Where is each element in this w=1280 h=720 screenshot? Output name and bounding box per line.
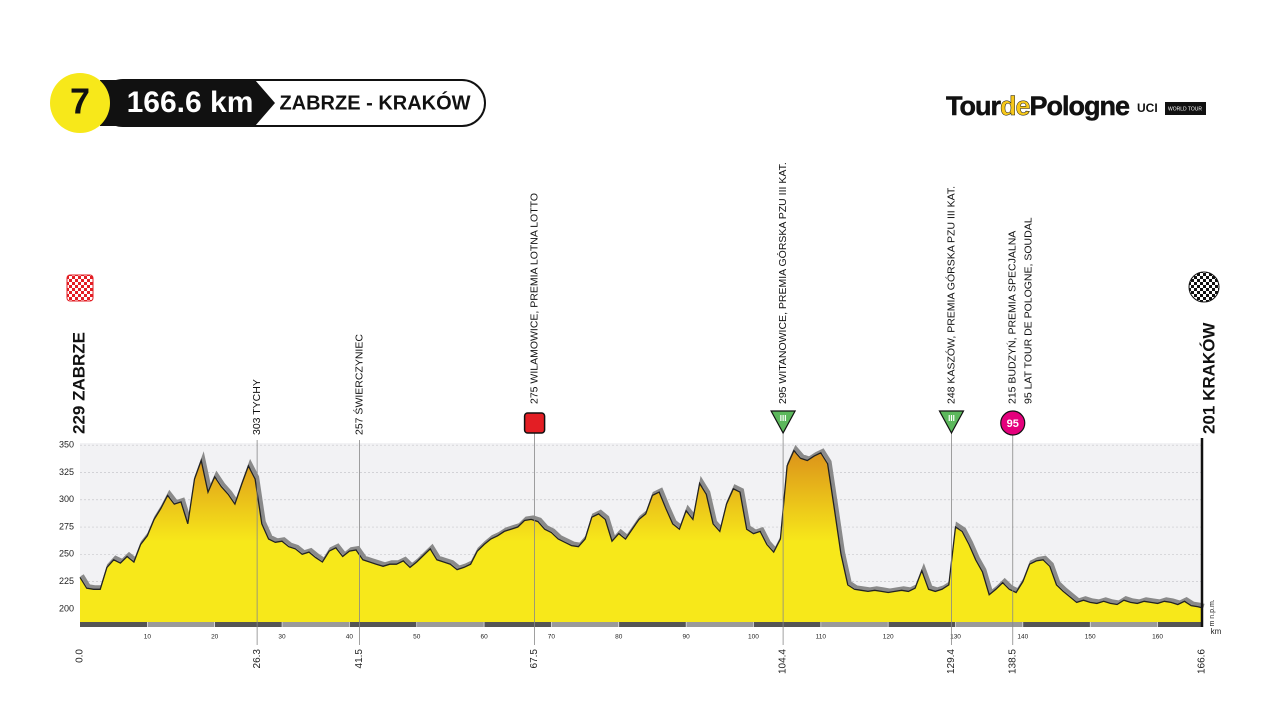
y-tick-label: 250	[59, 549, 74, 559]
milestone-km: 129.4	[946, 649, 957, 674]
milestone-km: 67.5	[529, 649, 540, 669]
axis-band-light	[551, 622, 619, 627]
badge-text: III	[780, 414, 787, 423]
uci-logo: UCI	[1137, 101, 1158, 115]
x-tick-label: 10	[144, 634, 152, 641]
axis-band	[80, 622, 1202, 627]
milestone-label: 215 BUDZYŃ, PREMIA SPECJALNA	[1006, 231, 1019, 404]
milestone-label: 303 TYCHY	[251, 379, 263, 435]
x-axis-title: km	[1211, 627, 1222, 636]
x-tick-label: 20	[211, 634, 219, 641]
endpoint-label: 229 ZABRZE	[69, 332, 88, 434]
x-tick-label: 90	[683, 634, 691, 641]
start-flag	[66, 274, 94, 302]
milestone-label: 257 ŚWIERCZYNIEC	[352, 334, 365, 435]
climb-badge	[938, 410, 965, 435]
profile-line	[79, 449, 1203, 609]
milestone-km: 104.4	[778, 649, 789, 674]
milestone-label: 95 LAT TOUR DE POLOGNE, SOUDAL	[1023, 217, 1035, 404]
stage-route: ZABRZE - KRAKÓW	[279, 90, 470, 114]
logo-part: Pologne	[1030, 91, 1130, 121]
x-tick-label: 150	[1085, 634, 1096, 641]
x-tick-label: 140	[1017, 634, 1028, 641]
x-tick-label: 60	[480, 634, 488, 641]
y-axis-title: m n.p.m.	[1209, 599, 1216, 626]
special-badge	[1000, 410, 1026, 436]
y-tick-label: 325	[59, 467, 74, 477]
axis-band-light	[686, 622, 754, 627]
sprint-badge	[523, 412, 546, 434]
badge-text: 95	[1007, 418, 1019, 430]
milestone-km: 0.0	[75, 649, 86, 663]
x-tick-label: 50	[413, 634, 421, 641]
world-tour-box	[1165, 102, 1206, 115]
logo: TourdePologne	[946, 91, 1130, 121]
axis-band-light	[416, 622, 485, 627]
milestone-label: 248 KASZÓW, PREMIA GÓRSKA PZU III KAT.	[944, 186, 957, 404]
x-tick-label: 30	[278, 634, 286, 641]
profile-area	[80, 450, 1202, 622]
axis-band-light	[820, 622, 889, 627]
logo-part: Tour	[946, 91, 1001, 121]
milestone-km: 138.5	[1007, 649, 1018, 674]
x-tick-label: 100	[748, 634, 759, 641]
x-tick-label: 160	[1152, 634, 1163, 641]
x-tick-label: 120	[883, 634, 894, 641]
stage-distance: 166.6 km	[127, 86, 254, 119]
y-tick-label: 275	[59, 521, 74, 531]
x-tick-label: 70	[548, 634, 556, 641]
x-tick-label: 80	[615, 634, 623, 641]
badge-text: III	[948, 414, 955, 423]
y-tick-label: 300	[59, 494, 74, 504]
x-tick-label: 130	[950, 634, 961, 641]
x-tick-label: 110	[816, 634, 827, 641]
milestone-km: 41.5	[354, 649, 365, 669]
stage-badge	[50, 73, 110, 133]
y-tick-label: 225	[59, 576, 74, 586]
y-tick-label: 200	[59, 603, 74, 613]
milestone-km: 26.3	[252, 649, 263, 669]
climb-badge	[770, 410, 797, 435]
axis-band-light	[1090, 622, 1158, 627]
milestone-km: 166.6	[1197, 649, 1208, 674]
plot: 200 225 250 275 300 325 350 10 20 30 40 50 60 70 80 90 1…	[59, 162, 1222, 674]
world-tour: WORLD TOUR	[1168, 106, 1202, 112]
y-tick-label: 350	[59, 440, 74, 450]
finish-flag	[1188, 271, 1220, 303]
stage-number: 7	[70, 81, 90, 122]
axis-band-light	[955, 622, 1023, 627]
distance-pill	[100, 80, 275, 126]
milestone-label: 295 WITANOWICE, PREMIA GÓRSKA PZU III KA…	[776, 162, 789, 404]
x-tick-label: 40	[346, 634, 354, 641]
endpoint-label: 201 KRAKÓW	[1199, 322, 1218, 434]
axis-band-light	[147, 622, 215, 627]
logo-part: de	[1000, 91, 1030, 121]
axis-band-light	[282, 622, 350, 627]
milestone-label: 275 WILAMOWICE, PREMIA LOTNA LOTTO	[528, 193, 540, 404]
